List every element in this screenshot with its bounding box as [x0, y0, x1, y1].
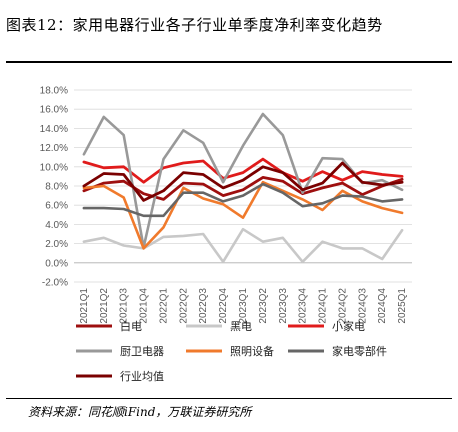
y-tick-label: -2.0%	[42, 278, 68, 289]
x-tick-label: 2025Q1	[397, 288, 408, 324]
legend-label: 家电零部件	[332, 344, 387, 358]
legend-label: 行业均值	[120, 370, 164, 383]
x-tick-label: 2023Q2	[258, 288, 269, 324]
series-line-4	[82, 112, 404, 249]
x-tick-label: 2022Q3	[198, 288, 209, 324]
chart-title: 图表12：家用电器行业各子行业单季度净利率变化趋势	[6, 16, 383, 34]
x-tick-label: 2021Q4	[139, 288, 150, 324]
x-tick-label: 2023Q1	[238, 288, 249, 324]
x-tick-label: 2023Q4	[298, 288, 309, 324]
x-tick-label: 2022Q4	[218, 288, 229, 324]
x-tick-label: 2024Q1	[318, 288, 329, 324]
series-line-2	[82, 227, 404, 264]
y-tick-label: 10.0%	[40, 162, 68, 173]
legend-label: 厨卫电器	[120, 345, 164, 358]
y-tick-label: 12.0%	[40, 143, 68, 154]
y-tick-label: 0.0%	[45, 258, 68, 269]
x-tick-label: 2024Q3	[357, 288, 368, 324]
y-tick-label: 16.0%	[40, 105, 68, 116]
x-tick-label: 2022Q2	[178, 288, 189, 324]
x-tick-label: 2021Q2	[99, 288, 110, 324]
source-note: 资料来源：同花顺iFind，万联证券研究所	[28, 405, 252, 419]
series-line-7	[82, 161, 404, 202]
x-tick-label: 2024Q4	[377, 288, 388, 324]
y-tick-label: 18.0%	[40, 86, 68, 97]
y-tick-label: 6.0%	[45, 201, 68, 212]
legend-label: 白电	[120, 319, 142, 333]
series-line-5	[82, 180, 404, 250]
x-tick-label: 2024Q2	[337, 288, 348, 324]
x-tick-label: 2023Q3	[278, 288, 289, 324]
source-rule	[6, 398, 452, 399]
legend-label: 黑电	[230, 320, 252, 333]
series-line-3	[82, 157, 404, 184]
line-chart: -2.0% 0.0% 2.0% 4.0% 6.0% 8.0% 10.0% 12.0% 14.0%…	[40, 86, 412, 383]
legend-label: 照明设备	[230, 344, 274, 358]
title-rule	[6, 61, 452, 63]
y-tick-label: 4.0%	[45, 220, 68, 231]
y-tick-label: 2.0%	[45, 239, 68, 250]
x-tick-label: 2022Q1	[158, 288, 169, 324]
y-tick-label: 8.0%	[45, 182, 68, 193]
y-tick-label: 14.0%	[40, 124, 68, 135]
x-tick-label: 2021Q1	[79, 288, 90, 324]
series-line-6	[82, 182, 404, 218]
x-tick-label: 2021Q3	[119, 288, 130, 324]
legend-label: 小家电	[332, 319, 365, 333]
